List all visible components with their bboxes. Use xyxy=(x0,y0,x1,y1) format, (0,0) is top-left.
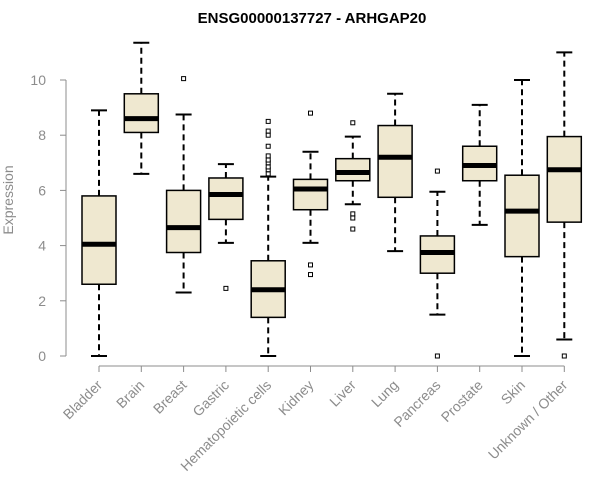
outlier-point xyxy=(434,353,440,359)
y-tick-label: 2 xyxy=(38,293,46,309)
box-group xyxy=(377,92,413,253)
y-tick-label: 6 xyxy=(38,182,46,198)
outlier-point xyxy=(308,262,313,268)
x-tick-label: Prostate xyxy=(438,377,486,425)
chart-title: ENSG00000137727 - ARHGAP20 xyxy=(198,10,427,27)
outlier-point xyxy=(265,164,271,170)
y-axis-label: Expression xyxy=(0,165,16,234)
box-group xyxy=(81,109,117,357)
box xyxy=(377,124,413,199)
outlier-point xyxy=(350,120,356,126)
box xyxy=(504,174,540,258)
box xyxy=(123,93,160,134)
box-group xyxy=(165,76,202,294)
x-tick-label: Liver xyxy=(326,377,359,410)
outlier-point xyxy=(265,171,271,177)
box xyxy=(81,195,117,285)
box-group xyxy=(250,118,286,357)
outlier-point xyxy=(181,76,187,82)
x-tick-label: Kidney xyxy=(275,377,317,419)
box-group xyxy=(123,41,160,175)
box xyxy=(335,157,371,182)
outlier-point xyxy=(350,211,356,217)
outlier-point xyxy=(265,153,271,159)
y-tick-label: 0 xyxy=(38,348,46,364)
box-group xyxy=(419,168,456,359)
x-tick-label: Lung xyxy=(368,377,401,410)
outlier-point xyxy=(223,285,229,291)
x-tick-label: Brain xyxy=(113,377,147,411)
x-tick-label: Skin xyxy=(498,377,529,408)
outlier-point xyxy=(434,168,440,174)
box-group xyxy=(208,163,244,291)
boxes-layer xyxy=(81,41,583,359)
x-tick-label: Breast xyxy=(150,377,190,417)
y-tick-label: 8 xyxy=(38,127,46,143)
x-tick-label: Unknown / Other xyxy=(485,377,571,463)
outlier-point xyxy=(308,110,313,116)
box xyxy=(292,178,329,211)
outlier-point xyxy=(265,143,271,149)
box-group xyxy=(335,120,371,232)
x-tick-label: Pancreas xyxy=(390,377,443,430)
outlier-point xyxy=(308,272,313,278)
outlier-point xyxy=(265,157,271,163)
box xyxy=(165,189,202,254)
outlier-point xyxy=(350,226,356,232)
outlier-point xyxy=(265,118,271,124)
outlier-point xyxy=(350,215,356,221)
box xyxy=(546,135,583,223)
outlier-point xyxy=(265,128,271,134)
y-tick-label: 10 xyxy=(30,72,46,88)
y-tick-label: 4 xyxy=(38,238,46,254)
outlier-point xyxy=(265,132,271,138)
box xyxy=(208,177,244,221)
y-axis: 0 2 4 6 8 10 xyxy=(30,72,67,364)
box-group xyxy=(461,103,498,226)
box-group xyxy=(546,51,583,359)
outlier-point xyxy=(561,353,567,359)
box-group xyxy=(504,79,540,357)
box-group xyxy=(292,110,329,278)
x-tick-label: Bladder xyxy=(60,377,106,423)
